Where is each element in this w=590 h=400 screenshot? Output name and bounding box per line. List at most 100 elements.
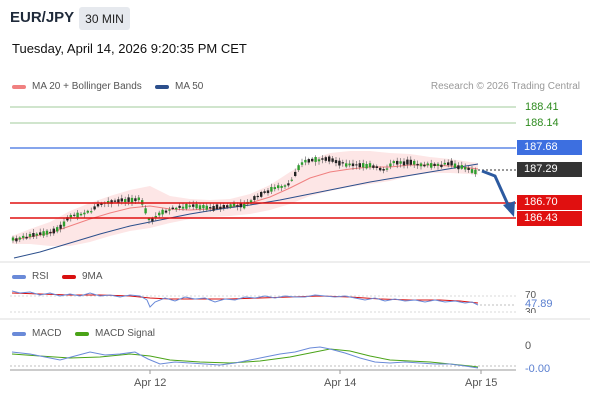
candle-body bbox=[39, 232, 42, 235]
macd-signal-swatch-icon bbox=[75, 331, 89, 336]
forecast-arrowhead-icon bbox=[503, 201, 515, 217]
candle-body bbox=[457, 165, 460, 170]
candle-body bbox=[144, 208, 147, 214]
candle-body bbox=[283, 185, 287, 187]
rsi-level-70-label: 70 bbox=[525, 290, 537, 301]
candle-body bbox=[467, 167, 470, 170]
candle-body bbox=[280, 186, 283, 188]
candle-body bbox=[124, 199, 127, 203]
rsi-level-30-label: 30 bbox=[525, 307, 537, 313]
rsi-line bbox=[11, 290, 479, 308]
candle-body bbox=[331, 158, 334, 162]
candle-body bbox=[338, 160, 341, 166]
candle-body bbox=[358, 163, 361, 168]
bollinger-band-area bbox=[12, 151, 478, 246]
x-label-apr12: Apr 12 bbox=[134, 377, 167, 389]
candle-body bbox=[198, 205, 202, 210]
candle-body bbox=[345, 163, 348, 167]
candle-body bbox=[229, 204, 232, 208]
candle-body bbox=[321, 158, 324, 160]
candle-body bbox=[419, 163, 423, 167]
candle-body bbox=[178, 205, 181, 208]
candle-body bbox=[181, 206, 185, 209]
candle-body bbox=[375, 166, 378, 168]
candle-body bbox=[297, 165, 300, 171]
x-label-apr14: Apr 14 bbox=[324, 377, 357, 389]
legend-rsi-ma-label: 9MA bbox=[82, 271, 103, 282]
candle-body bbox=[430, 163, 433, 168]
legend-rsi: RSI bbox=[12, 271, 49, 282]
candle-body bbox=[385, 168, 389, 170]
candle-body bbox=[253, 196, 256, 200]
candle-body bbox=[22, 235, 25, 238]
candle-body bbox=[134, 198, 137, 202]
candle-body bbox=[474, 169, 477, 175]
candle-body bbox=[389, 163, 392, 167]
candle-body bbox=[273, 187, 276, 190]
candle-body bbox=[328, 156, 331, 162]
candle-body bbox=[423, 164, 426, 167]
candle-body bbox=[351, 163, 355, 167]
candle-body bbox=[460, 165, 463, 169]
level-tag-s1: 186.70 bbox=[517, 195, 582, 210]
candle-body bbox=[287, 183, 290, 186]
candle-body bbox=[443, 162, 446, 165]
candle-body bbox=[83, 212, 86, 215]
macd-swatch-icon bbox=[12, 331, 26, 336]
macd-signal-line bbox=[11, 348, 479, 368]
candle-body bbox=[249, 200, 253, 203]
candle-body bbox=[440, 164, 443, 168]
candle-body bbox=[59, 224, 62, 229]
candle-body bbox=[222, 205, 225, 209]
candle-body bbox=[433, 163, 436, 166]
rsi-ma-swatch-icon bbox=[62, 274, 76, 279]
copyright-label: Research © 2026 Trading Central bbox=[430, 81, 580, 92]
candle-body bbox=[382, 169, 385, 171]
macd-zero-label: 0 bbox=[525, 340, 532, 352]
candle-body bbox=[32, 233, 35, 237]
candle-body bbox=[117, 199, 120, 203]
candle-body bbox=[212, 206, 215, 211]
legend-rsi-label: RSI bbox=[32, 271, 49, 282]
candle-body bbox=[171, 207, 174, 209]
candle-body bbox=[243, 203, 246, 209]
candle-body bbox=[226, 205, 229, 208]
legend-ma20: MA 20 + Bollinger Bands bbox=[12, 81, 142, 92]
candle-body bbox=[406, 159, 409, 165]
ma50-line bbox=[13, 163, 479, 259]
candle-body bbox=[35, 233, 38, 236]
candle-body bbox=[304, 159, 307, 163]
candle-body bbox=[239, 202, 242, 208]
candle-body bbox=[396, 160, 399, 165]
candlestick-series bbox=[11, 154, 477, 244]
legend-macd: MACD bbox=[12, 328, 61, 339]
candle-body bbox=[185, 203, 188, 209]
candle-body bbox=[151, 218, 154, 222]
candle-body bbox=[93, 206, 96, 210]
candle-body bbox=[402, 161, 406, 166]
datetime-label: Tuesday, April 14, 2026 9:20:35 PM CET bbox=[12, 41, 247, 56]
legend-macd-signal-label: MACD Signal bbox=[95, 328, 156, 339]
candle-body bbox=[256, 195, 259, 198]
candle-body bbox=[341, 162, 344, 164]
legend-macd-label: MACD bbox=[32, 328, 62, 339]
candle-body bbox=[314, 157, 317, 162]
candle-body bbox=[86, 210, 89, 213]
candle-body bbox=[300, 162, 304, 165]
rsi-ma-line bbox=[11, 292, 479, 304]
candle-body bbox=[399, 161, 402, 164]
candle-body bbox=[56, 227, 59, 232]
candle-body bbox=[277, 185, 280, 189]
candle-body bbox=[120, 198, 123, 202]
candle-body bbox=[164, 210, 168, 213]
candle-body bbox=[161, 209, 164, 215]
candle-body bbox=[450, 160, 453, 166]
timeframe-button[interactable]: 30 MIN bbox=[79, 7, 130, 30]
macd-line bbox=[11, 346, 479, 369]
candle-body bbox=[62, 221, 66, 227]
candle-body bbox=[11, 237, 15, 241]
candle-body bbox=[28, 234, 32, 237]
candle-body bbox=[294, 171, 297, 176]
candle-body bbox=[260, 192, 263, 197]
